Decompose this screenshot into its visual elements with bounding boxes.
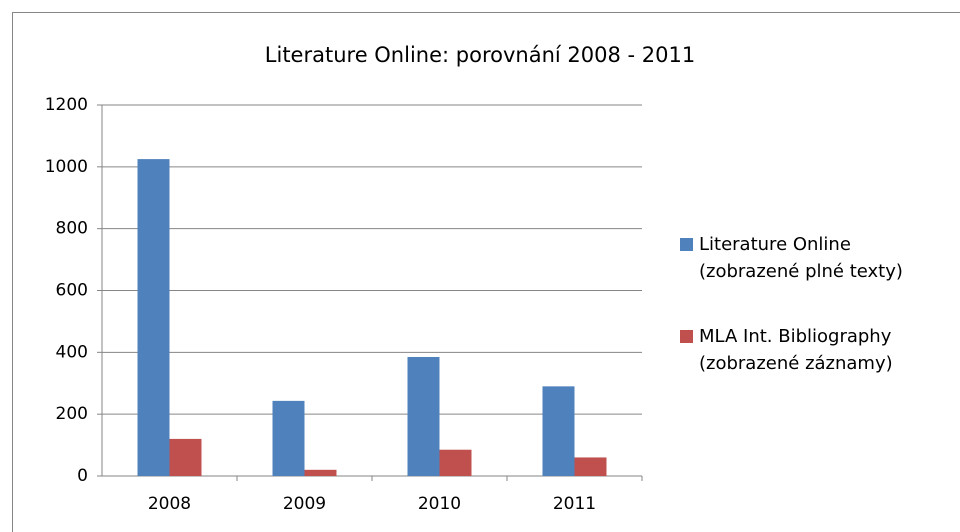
legend-label: MLA Int. Bibliography (zobrazené záznamy… <box>699 326 893 374</box>
legend-label: Literature Online (zobrazené plné texty) <box>699 234 903 282</box>
x-tick-label: 2010 <box>418 494 461 514</box>
bar <box>304 469 337 476</box>
bar <box>439 449 472 476</box>
y-tick-label: 1000 <box>45 157 88 177</box>
legend-entry: Literature Online (zobrazené plné texty) <box>680 231 950 285</box>
bar <box>169 438 202 476</box>
y-tick-label: 1200 <box>45 95 88 115</box>
legend-entry: MLA Int. Bibliography (zobrazené záznamy… <box>680 323 950 377</box>
bar <box>272 400 305 476</box>
bar <box>137 159 170 476</box>
legend-swatch <box>680 238 693 251</box>
chart-title: Literature Online: porovnání 2008 - 2011 <box>265 43 695 67</box>
y-tick-label: 800 <box>56 219 88 239</box>
bar <box>407 356 440 476</box>
y-tick-label: 0 <box>77 466 88 486</box>
bar <box>574 457 607 476</box>
bar <box>542 386 575 476</box>
y-tick-label: 600 <box>56 281 88 301</box>
y-tick-label: 200 <box>56 404 88 424</box>
x-tick-label: 2008 <box>148 494 191 514</box>
y-tick-label: 400 <box>56 342 88 362</box>
x-tick-label: 2011 <box>553 494 596 514</box>
x-tick-label: 2009 <box>283 494 326 514</box>
legend-swatch <box>680 330 693 343</box>
